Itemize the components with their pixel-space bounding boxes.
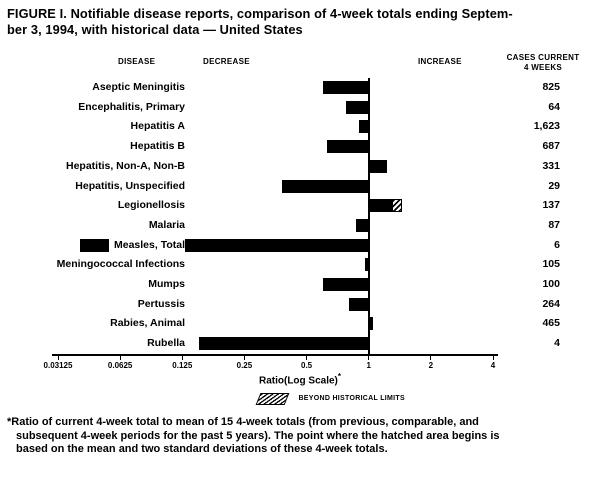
legend: BEYOND HISTORICAL LIMITS [255, 390, 405, 405]
cases-count: 29 [548, 179, 560, 192]
footnote-line1: *Ratio of current 4-week total to mean o… [7, 416, 479, 428]
axis-tick-label: 1 [366, 361, 371, 370]
cases-count: 331 [542, 159, 560, 172]
disease-label: Malaria [143, 215, 185, 236]
cases-count: 6 [554, 238, 560, 251]
ratio-bar [327, 140, 369, 154]
disease-label: Hepatitis, Non-A, Non-B [61, 156, 185, 177]
axis-tick [430, 356, 432, 360]
footnote-line2: subsequent 4-week periods for the past 5… [16, 429, 500, 442]
ratio-bar [356, 218, 369, 232]
axis-tick [243, 356, 245, 360]
cases-count: 105 [542, 258, 560, 271]
disease-label: Legionellosis [112, 196, 185, 216]
axis-tick-label: 0.5 [301, 361, 313, 370]
axis-tick-label: 0.0625 [107, 361, 133, 370]
x-axis-label: Ratio(Log Scale)* [210, 372, 390, 386]
disease-label: Rabies, Animal [105, 314, 185, 335]
cases-count: 137 [542, 199, 560, 212]
axis-tick-label: 0.03125 [43, 361, 73, 370]
disease-label: Aseptic Meningitis [87, 78, 185, 98]
disease-label: Meningococcal Infections [51, 255, 185, 275]
disease-label: Pertussis [132, 294, 185, 315]
cases-count: 1,623 [533, 120, 560, 133]
disease-label: Measles, Total [109, 235, 185, 256]
cases-count: 100 [542, 278, 560, 290]
footnote-line3: based on the mean and two standard devia… [16, 443, 388, 455]
ratio-bar [368, 317, 374, 331]
footnote: *Ratio of current 4-week total to mean o… [7, 416, 597, 457]
cases-count: 465 [542, 317, 560, 330]
cases-count: 87 [548, 218, 560, 231]
axis-tick [57, 356, 59, 360]
x-axis-label-text: Ratio(Log Scale) [258, 375, 338, 387]
ratio-bar [348, 297, 369, 311]
cases-count: 264 [542, 297, 560, 310]
ratio-bar [368, 159, 387, 173]
cases-count: 687 [542, 140, 560, 153]
disease-label: Hepatitis A [125, 117, 185, 138]
axis-tick [368, 356, 370, 360]
cases-count: 4 [554, 337, 560, 350]
x-axis-line [52, 354, 498, 356]
title-line2: ber 3, 1994, with historical data — Unit… [7, 22, 303, 38]
disease-label: Hepatitis B [125, 137, 185, 157]
ratio-bar [322, 278, 369, 291]
column-header-cases-current: CASES CURRENT [506, 53, 580, 62]
legend-label: BEYOND HISTORICAL LIMITS [298, 395, 405, 403]
x-axis-label-asterisk: * [337, 372, 342, 381]
beyond-limits-hatch [392, 199, 403, 213]
axis-tick [119, 356, 121, 360]
cases-count: 64 [548, 100, 560, 113]
axis-tick-label: 0.125 [172, 361, 193, 370]
ratio-bar [346, 100, 369, 114]
column-header-increase: INCREASE [418, 57, 462, 66]
axis-tick-label: 2 [428, 361, 434, 370]
axis-tick [306, 356, 308, 360]
column-header-decrease: DECREASE [203, 57, 250, 66]
column-header-4-weeks: 4 WEEKS [523, 63, 563, 72]
ratio-bar [365, 258, 369, 272]
figure-title: FIGURE I. Notifiable disease reports, co… [7, 6, 597, 39]
disease-label: Encephalitis, Primary [73, 97, 185, 118]
disease-label: Mumps [143, 275, 185, 295]
ratio-bar [359, 120, 369, 134]
axis-tick [181, 356, 183, 360]
ratio-bar [198, 337, 369, 351]
disease-label: Rubella [142, 334, 185, 354]
axis-tick [492, 356, 494, 360]
ratio-bar [281, 179, 369, 193]
baseline-ratio-1 [367, 78, 370, 354]
axis-tick-label: 0.25 [236, 361, 253, 370]
axis-tick-label: 4 [490, 361, 496, 370]
title-line1: FIGURE I. Notifiable disease reports, co… [7, 6, 513, 21]
cases-count: 825 [542, 81, 560, 93]
chart: Aseptic Meningitis 825 Encephalitis, Prima… [0, 78, 601, 378]
ratio-bar [368, 199, 393, 213]
ratio-bar [322, 81, 369, 94]
hatch-swatch-icon [255, 392, 290, 405]
disease-label: Hepatitis, Unspecified [70, 176, 185, 197]
column-header-disease: DISEASE [118, 57, 156, 66]
